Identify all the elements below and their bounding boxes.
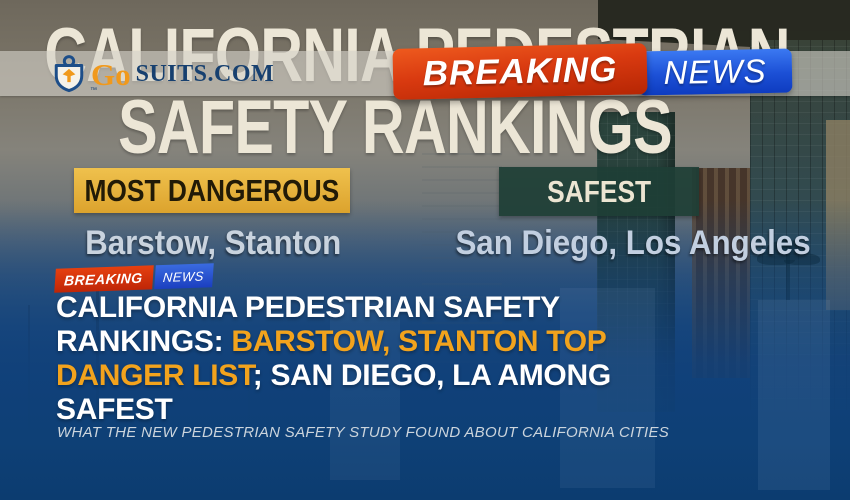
safest-cities: San Diego, Los Angeles xyxy=(440,224,810,263)
brand-text-go: Go xyxy=(91,56,131,92)
most-dangerous-label: MOST DANGEROUS xyxy=(84,172,340,208)
subheadline: WHAT THE NEW PEDESTRIAN SAFETY STUDY FOU… xyxy=(57,424,670,441)
trademark-symbol: ™ xyxy=(90,87,97,94)
building-silhouette xyxy=(560,288,655,488)
safest-cities-text: San Diego, Los Angeles xyxy=(455,224,811,262)
headline-part3: ; SAN DIEGO, LA AMONG SAFEST xyxy=(56,359,611,426)
shield-icon xyxy=(54,55,84,93)
ticker-news-label: NEWS xyxy=(153,263,214,290)
headline-part1: CALIFORNIA PEDESTRIAN SAFETY RANKINGS: xyxy=(56,291,560,358)
most-dangerous-badge: MOST DANGEROUS xyxy=(74,168,350,213)
news-banner-label: NEWS xyxy=(663,52,767,91)
breaking-banner-label: BREAKING xyxy=(422,49,618,93)
main-title-line2: SAFETY RANKINGS xyxy=(118,85,673,170)
headline-highlight: BARSTOW, STANTON TOP DANGER LIST xyxy=(56,325,606,392)
blue-overlay xyxy=(0,200,850,500)
building-silhouette xyxy=(758,300,830,490)
safest-badge: SAFEST xyxy=(499,167,699,216)
dangerous-cities: Barstow, Stanton xyxy=(74,224,350,263)
gosuits-logo: ™ Go SUITS.COM xyxy=(52,53,274,95)
ticker-breaking-label: BREAKING xyxy=(54,265,154,293)
brand-text-suits: SUITS.COM xyxy=(135,61,275,87)
dangerous-cities-text: Barstow, Stanton xyxy=(85,224,342,262)
building-silhouette xyxy=(330,300,400,480)
headline: CALIFORNIA PEDESTRIAN SAFETY RANKINGS: B… xyxy=(56,291,728,427)
news-banner: NEWS xyxy=(637,48,793,96)
breaking-banner: BREAKING xyxy=(392,43,648,100)
safest-label: SAFEST xyxy=(547,173,651,209)
